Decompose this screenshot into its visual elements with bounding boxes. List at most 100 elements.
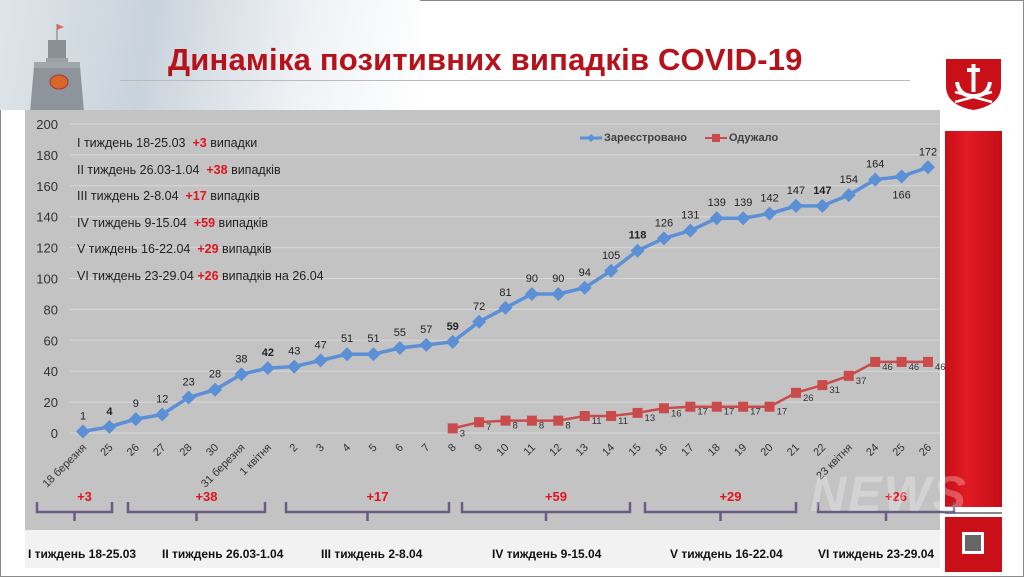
city-crest-icon	[944, 57, 1003, 112]
week-increase-label: +38	[195, 489, 217, 504]
registered-value-label: 164	[866, 159, 884, 171]
x-tick-label: 24	[864, 442, 881, 459]
recovered-value-label: 17	[777, 407, 788, 418]
recovered-value-label: 13	[645, 413, 656, 424]
recovered-marker	[500, 415, 511, 426]
registered-marker	[762, 206, 777, 221]
week-bracket	[460, 502, 632, 521]
recovered-value-label: 46	[882, 362, 893, 373]
y-tick-label: 40	[44, 364, 58, 379]
registered-marker	[128, 412, 143, 427]
registered-value-label: 105	[602, 250, 620, 262]
recovered-value-label: 16	[671, 408, 682, 419]
recovered-value-label: 17	[697, 407, 708, 418]
legend-item-recovered: Одужало	[704, 132, 778, 144]
x-tick-label: 22	[811, 442, 828, 459]
x-tick-label: 19	[732, 442, 749, 459]
slide-nav-square[interactable]	[945, 517, 1002, 572]
registered-value-label: 172	[919, 146, 937, 158]
registered-marker	[577, 280, 592, 295]
registered-marker	[498, 300, 513, 315]
week-bracket	[643, 502, 798, 521]
week-increase-label: +29	[719, 489, 741, 504]
x-tick-label: 14	[600, 442, 617, 459]
x-tick-label: 3	[314, 442, 327, 455]
registered-marker	[445, 334, 460, 349]
registered-value-label: 126	[655, 217, 673, 229]
x-tick-label: 20	[759, 442, 776, 459]
x-tick-label: 6	[393, 442, 406, 455]
registered-marker	[181, 390, 196, 405]
y-tick-label: 100	[36, 272, 58, 287]
recovered-marker	[711, 401, 722, 412]
weekly-note: VI тиждень 23-29.04 +26 випадків на 26.0…	[77, 268, 324, 283]
x-tick-label: 9	[472, 442, 485, 455]
recovered-marker	[474, 417, 485, 428]
registered-marker	[788, 198, 803, 213]
recovered-marker	[526, 415, 537, 426]
registered-value-label: 51	[367, 333, 379, 345]
registered-marker	[340, 347, 355, 362]
chart-legend: Зареєстровано Одужало	[580, 132, 778, 144]
y-tick-label: 60	[44, 333, 58, 348]
registered-marker	[551, 286, 566, 301]
recovered-marker	[447, 423, 458, 434]
weekly-note: I тиждень 18-25.03 +3 випадки	[77, 136, 258, 150]
registered-value-label: 59	[447, 321, 459, 333]
x-tick-label: 18 березня	[41, 442, 90, 491]
slide-icon	[965, 535, 981, 551]
recovered-marker	[764, 401, 775, 412]
registered-marker	[366, 347, 381, 362]
recovered-marker	[870, 356, 881, 367]
sidebar-red-bar	[945, 131, 1002, 507]
week-label: IV тиждень 9-15.04	[492, 547, 602, 561]
registered-marker	[709, 211, 724, 226]
weekly-note: II тиждень 26.03-1.04 +38 випадків	[77, 162, 281, 177]
registered-marker	[868, 172, 883, 187]
x-tick-label: 2	[288, 442, 301, 455]
x-tick-label: 16	[653, 442, 670, 459]
recovered-value-label: 11	[592, 416, 602, 427]
x-tick-label: 15	[627, 442, 644, 459]
y-tick-label: 80	[44, 302, 58, 317]
registered-value-label: 51	[341, 333, 353, 345]
recovered-value-label: 8	[513, 421, 518, 432]
registered-marker	[155, 407, 170, 422]
recovered-value-label: 26	[803, 393, 814, 404]
week-label: II тиждень 26.03-1.04	[162, 547, 284, 561]
title-underline	[120, 80, 910, 81]
recovered-marker	[658, 403, 669, 414]
x-tick-label: 7	[420, 442, 433, 455]
week-increase-label: +26	[885, 489, 907, 504]
registered-value-label: 38	[235, 353, 247, 365]
registered-value-label: 55	[394, 327, 406, 339]
recovered-value-label: 3	[460, 428, 465, 439]
recovered-marker	[632, 407, 643, 418]
recovered-marker	[843, 370, 854, 381]
recovered-value-label: 31	[829, 385, 840, 396]
registered-value-label: 94	[579, 267, 591, 279]
square-marker-icon	[704, 134, 727, 142]
week-bracket	[126, 502, 267, 521]
recovered-marker	[553, 415, 564, 426]
recovered-value-label: 11	[618, 416, 628, 427]
x-tick-label: 4	[340, 442, 353, 455]
registered-value-label: 90	[526, 273, 538, 285]
week-bracket	[284, 502, 451, 521]
registered-value-label: 139	[708, 197, 726, 209]
registered-value-label: 28	[209, 369, 221, 381]
week-label: VI тиждень 23-29.04	[818, 547, 935, 561]
weekly-notes: I тиждень 18-25.03 +3 випадки II тиждень…	[77, 134, 324, 293]
week-labels-strip	[25, 530, 940, 568]
registered-marker	[419, 337, 434, 352]
x-tick-label: 17	[679, 442, 696, 459]
legend-item-registered: Зареєстровано	[580, 132, 687, 144]
registered-marker	[208, 382, 223, 397]
registered-marker	[260, 361, 275, 376]
registered-value-label: 47	[315, 339, 327, 351]
recovered-line	[452, 360, 928, 430]
recovered-marker	[817, 380, 828, 391]
weekly-note: III тиждень 2-8.04 +17 випадків	[77, 189, 260, 203]
registered-value-label: 12	[156, 393, 168, 405]
